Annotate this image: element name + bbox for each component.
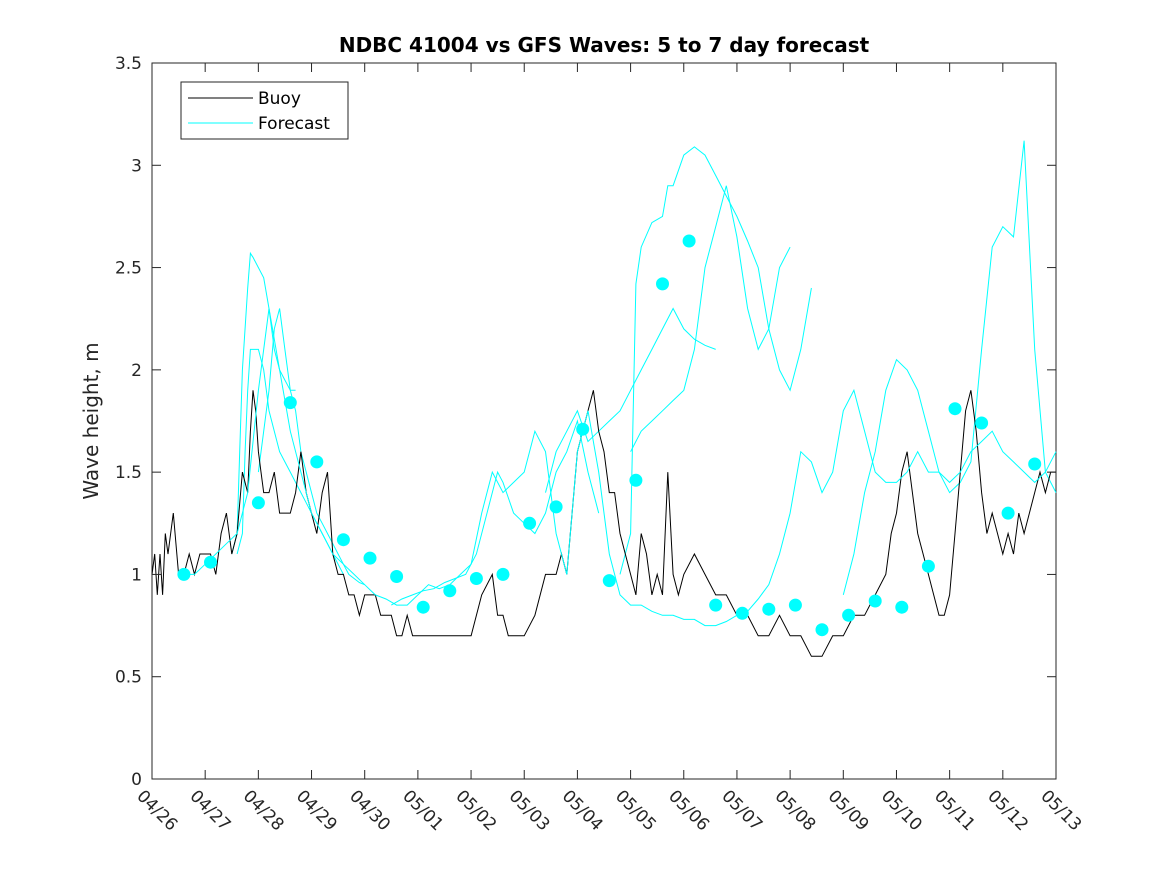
y-tick-label: 3 — [131, 156, 142, 176]
forecast-marker-4 — [283, 396, 297, 410]
forecast-marker-16 — [602, 574, 616, 588]
forecast-marker-6 — [336, 533, 350, 547]
legend-box — [180, 81, 349, 140]
forecast-series-line — [183, 308, 1057, 627]
legend: Buoy Forecast — [180, 81, 349, 140]
forecast-marker-8 — [390, 570, 404, 583]
forecast-marker-28 — [921, 559, 935, 573]
y-tick-label: 2 — [131, 361, 142, 381]
forecast-marker-15 — [576, 422, 590, 436]
forecast-trace-4 — [391, 419, 600, 606]
forecast-marker-19 — [682, 234, 696, 248]
y-tick-label: 3.5 — [115, 54, 142, 74]
forecast-marker-27 — [895, 600, 909, 614]
forecast-marker-13 — [523, 516, 537, 530]
y-tick-label: 1.5 — [115, 463, 142, 483]
forecast-trace-3 — [257, 308, 365, 586]
forecast-marker-2 — [204, 555, 217, 569]
forecast-marker-30 — [975, 416, 989, 430]
forecast-marker-11 — [469, 572, 483, 585]
forecast-marker-10 — [443, 584, 457, 598]
forecast-marker-3 — [251, 496, 265, 510]
chart-title: NDBC 41004 vs GFS Waves: 5 to 7 day fore… — [339, 33, 870, 57]
y-tick-label: 0 — [131, 770, 142, 790]
forecast-marker-29 — [948, 402, 962, 416]
forecast-marker-18 — [656, 277, 669, 291]
forecast-marker-5 — [310, 455, 324, 469]
forecast-trace-2 — [231, 251, 296, 555]
forecast-trace-7 — [630, 185, 791, 452]
forecast-marker-17 — [629, 473, 643, 487]
forecast-trace-5 — [545, 307, 716, 493]
forecast-marker-24 — [815, 623, 829, 637]
forecast-marker-26 — [868, 594, 882, 608]
forecast-marker-14 — [549, 500, 563, 514]
legend-buoy-label: Buoy — [258, 89, 301, 109]
y-axis: 0 0.5 1 1.5 2 2.5 3 3.5 — [115, 54, 1056, 790]
plot-frame — [151, 62, 1057, 780]
forecast-marker-7 — [363, 551, 377, 565]
forecast-marker-12 — [496, 567, 510, 581]
forecast-marker-31 — [1001, 506, 1015, 520]
forecast-marker-25 — [842, 608, 856, 622]
forecast-trace-8 — [842, 140, 1057, 596]
forecast-marker-32 — [1028, 457, 1042, 471]
forecast-marker-22 — [762, 602, 776, 616]
plot-area — [151, 62, 1057, 780]
y-tick-label: 0.5 — [115, 668, 142, 688]
y-tick-label: 1 — [131, 565, 142, 585]
forecast-marker-20 — [709, 598, 723, 612]
forecast-marker-23 — [788, 598, 802, 612]
forecast-marker-1 — [177, 567, 191, 581]
y-tick-label: 2.5 — [115, 259, 142, 279]
legend-forecast-label: Forecast — [258, 114, 330, 134]
forecast-trace-6 — [619, 146, 812, 575]
forecast-marker-9 — [416, 600, 430, 614]
y-axis-label: Wave height, m — [79, 342, 103, 499]
forecast-marker-21 — [735, 606, 749, 620]
